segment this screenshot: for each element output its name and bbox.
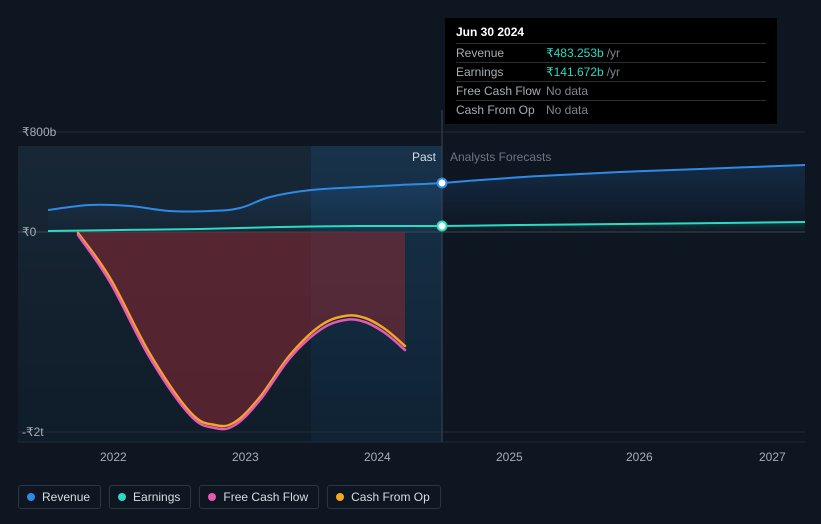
legend-dot: [336, 493, 344, 501]
legend-item-earnings[interactable]: Earnings: [109, 485, 191, 509]
x-axis-label: 2025: [496, 450, 523, 464]
tooltip-date: Jun 30 2024: [456, 25, 766, 39]
financial-chart: ₹800b ₹0 -₹2t 2022 2023 2024 2025 2026 2…: [0, 0, 821, 524]
legend-dot: [27, 493, 35, 501]
tooltip-row-label: Revenue: [456, 46, 546, 60]
past-region-label: Past: [412, 150, 436, 164]
legend-item-revenue[interactable]: Revenue: [18, 485, 101, 509]
legend-label: Earnings: [133, 490, 180, 504]
tooltip-row-value: No data: [546, 84, 588, 98]
x-axis-label: 2024: [364, 450, 391, 464]
legend-item-fcf[interactable]: Free Cash Flow: [199, 485, 319, 509]
legend-dot: [118, 493, 126, 501]
y-axis-label: ₹800b: [22, 125, 56, 139]
chart-legend: Revenue Earnings Free Cash Flow Cash Fro…: [18, 485, 441, 509]
legend-dot: [208, 493, 216, 501]
legend-label: Free Cash Flow: [223, 490, 308, 504]
forecast-region-label: Analysts Forecasts: [450, 150, 551, 164]
tooltip-row-suffix: /yr: [607, 46, 620, 60]
x-axis-label: 2023: [232, 450, 259, 464]
legend-label: Cash From Op: [351, 490, 430, 504]
y-axis-label: ₹0: [22, 225, 36, 239]
y-axis-label: -₹2t: [22, 425, 44, 439]
legend-item-cfo[interactable]: Cash From Op: [327, 485, 441, 509]
tooltip-row-label: Cash From Op: [456, 103, 546, 117]
tooltip-row-label: Free Cash Flow: [456, 84, 546, 98]
x-axis-label: 2022: [100, 450, 127, 464]
tooltip-row-value: ₹483.253b: [546, 46, 604, 60]
tooltip-row-value: ₹141.672b: [546, 65, 604, 79]
tooltip-row-label: Earnings: [456, 65, 546, 79]
x-axis-label: 2027: [759, 450, 786, 464]
chart-tooltip: Jun 30 2024 Revenue ₹483.253b/yr Earning…: [445, 18, 777, 124]
tooltip-row-suffix: /yr: [607, 65, 620, 79]
legend-label: Revenue: [42, 490, 90, 504]
x-axis-label: 2026: [626, 450, 653, 464]
tooltip-row-value: No data: [546, 103, 588, 117]
